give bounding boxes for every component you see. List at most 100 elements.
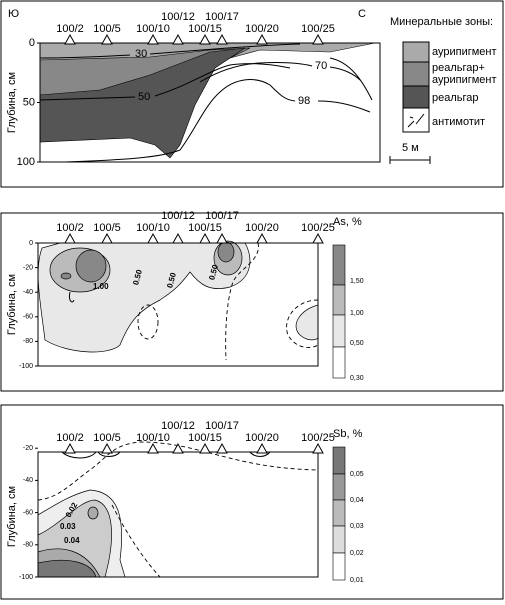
colorbar-label: 0,50 bbox=[350, 340, 364, 347]
contour-label: 0.04 bbox=[64, 536, 80, 545]
station-marker bbox=[256, 232, 268, 244]
station-marker bbox=[147, 232, 159, 244]
station-marker bbox=[216, 33, 228, 45]
panel-title: As, % bbox=[333, 216, 362, 228]
station-marker bbox=[256, 442, 268, 454]
station-label: 100/20 bbox=[245, 222, 279, 234]
station-label: 100/5 bbox=[93, 432, 121, 444]
station-label: 100/10 bbox=[136, 222, 170, 234]
contour-label: 98 bbox=[298, 95, 310, 107]
station-marker bbox=[101, 442, 113, 454]
y-tick-label: -80 bbox=[23, 338, 33, 345]
colorbar-label: 0,03 bbox=[350, 523, 364, 530]
contour-label: 0.50 bbox=[131, 268, 144, 286]
panel-frame bbox=[0, 0, 504, 188]
colorbar-label: 1,00 bbox=[350, 310, 364, 317]
station-marker bbox=[101, 33, 113, 45]
legend-label: реальгар+ bbox=[432, 62, 485, 74]
legend-title: Минеральные зоны: bbox=[390, 16, 493, 28]
station-marker bbox=[216, 232, 228, 244]
station-label: 100/25 bbox=[301, 432, 335, 444]
y-tick-label: -20 bbox=[23, 264, 33, 271]
station-label: 100/20 bbox=[245, 23, 279, 35]
panel-title: Sb, % bbox=[333, 428, 363, 440]
station-marker bbox=[199, 232, 211, 244]
y-tick-label: -80 bbox=[23, 542, 33, 549]
y-axis-label: Глубина, см bbox=[6, 274, 18, 335]
legend-label: аурипигмент bbox=[432, 46, 497, 58]
y-tick-label: 0 bbox=[29, 240, 33, 247]
y-tick-label: -100 bbox=[19, 363, 33, 370]
cross-section bbox=[39, 42, 381, 163]
colorbar-label: 0,04 bbox=[350, 497, 364, 504]
station-label: 100/2 bbox=[56, 222, 84, 234]
station-label: 100/10 bbox=[136, 432, 170, 444]
contour-label: 70 bbox=[315, 60, 327, 72]
y-axis-label: Глубина, см bbox=[6, 72, 18, 133]
contour-label: 50 bbox=[138, 91, 150, 103]
station-label: 100/15 bbox=[188, 222, 222, 234]
legend-label: антимотит bbox=[432, 116, 485, 128]
station-label: 100/2 bbox=[56, 23, 84, 35]
direction-label: Ю bbox=[8, 8, 19, 20]
station-label: 100/2 bbox=[56, 432, 84, 444]
scale-label: 5 м bbox=[402, 142, 419, 154]
contour-map bbox=[37, 441, 346, 581]
station-label: 100/5 bbox=[93, 23, 121, 35]
station-label: 100/20 bbox=[245, 432, 279, 444]
contour-label: 1.00 bbox=[93, 282, 109, 291]
y-tick-label: -40 bbox=[23, 477, 33, 484]
y-tick-label: 0 bbox=[29, 37, 35, 49]
legend-label: аурипигмент bbox=[432, 74, 497, 86]
y-tick-label: -100 bbox=[19, 574, 33, 581]
colorbar-label: 1,50 bbox=[350, 278, 364, 285]
station-marker bbox=[312, 442, 324, 454]
station-marker bbox=[199, 33, 211, 45]
station-marker bbox=[64, 232, 76, 244]
station-marker bbox=[64, 33, 76, 45]
station-marker bbox=[199, 442, 211, 454]
y-tick-label: -60 bbox=[23, 314, 33, 321]
station-marker bbox=[172, 33, 184, 45]
contour-label: 0.50 bbox=[165, 271, 178, 289]
station-label: 100/5 bbox=[93, 222, 121, 234]
panel-frame bbox=[0, 212, 504, 392]
station-marker bbox=[312, 33, 324, 45]
y-tick-label: 100 bbox=[17, 156, 35, 168]
station-label: 100/15 bbox=[188, 432, 222, 444]
station-label: 100/17 bbox=[205, 420, 239, 432]
panel-frame bbox=[0, 404, 504, 600]
station-label: 100/17 bbox=[205, 210, 239, 222]
colorbar-label: 0,30 bbox=[350, 375, 364, 382]
y-tick-label: 50 bbox=[23, 96, 35, 108]
contour-label: 0.03 bbox=[60, 522, 76, 531]
direction-label: С bbox=[358, 8, 366, 20]
station-label: 100/25 bbox=[301, 23, 335, 35]
y-tick-label: -60 bbox=[23, 509, 33, 516]
y-tick-label: -40 bbox=[23, 289, 33, 296]
station-marker bbox=[64, 442, 76, 454]
station-marker bbox=[312, 232, 324, 244]
station-marker bbox=[216, 442, 228, 454]
station-label: 100/17 bbox=[205, 11, 239, 23]
legend-label: реальгар bbox=[432, 92, 479, 104]
station-label: 100/12 bbox=[161, 11, 195, 23]
station-marker bbox=[172, 232, 184, 244]
colorbar-label: 0,01 bbox=[350, 577, 364, 584]
station-marker bbox=[256, 33, 268, 45]
contour-label: 30 bbox=[135, 48, 147, 60]
station-label: 100/12 bbox=[161, 420, 195, 432]
station-marker bbox=[172, 442, 184, 454]
colorbar-label: 0,02 bbox=[350, 550, 364, 557]
contour-label: 0.50 bbox=[207, 263, 220, 281]
station-marker bbox=[147, 33, 159, 45]
colorbar-label: 0,05 bbox=[350, 471, 364, 478]
station-marker bbox=[101, 232, 113, 244]
station-label: 100/25 bbox=[301, 222, 335, 234]
station-marker bbox=[147, 442, 159, 454]
legend bbox=[389, 41, 431, 164]
contour-map bbox=[37, 240, 346, 379]
y-tick-label: -20 bbox=[23, 445, 33, 452]
y-axis-label: Глубина, см bbox=[6, 486, 18, 547]
